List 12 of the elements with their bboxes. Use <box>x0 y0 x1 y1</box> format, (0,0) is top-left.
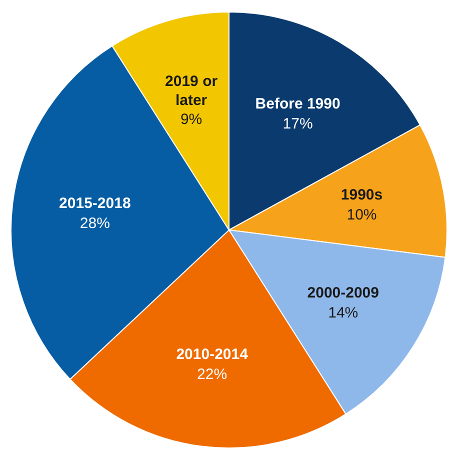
slice-label: 2010-2014 <box>176 346 249 364</box>
slice-label: 2000-2009 <box>307 284 379 302</box>
slice-label: Before 1990 <box>255 96 340 113</box>
data-label: 9% <box>180 111 202 128</box>
data-label: 17% <box>282 116 313 133</box>
slice-label: 2015-2018 <box>59 195 131 212</box>
slice-label: 1990s <box>340 186 383 204</box>
data-label: 14% <box>328 304 358 322</box>
data-label: 10% <box>346 206 377 224</box>
data-label: 28% <box>80 215 110 232</box>
data-label: 22% <box>197 366 228 384</box>
slice-label: 2019 or later <box>165 73 218 110</box>
